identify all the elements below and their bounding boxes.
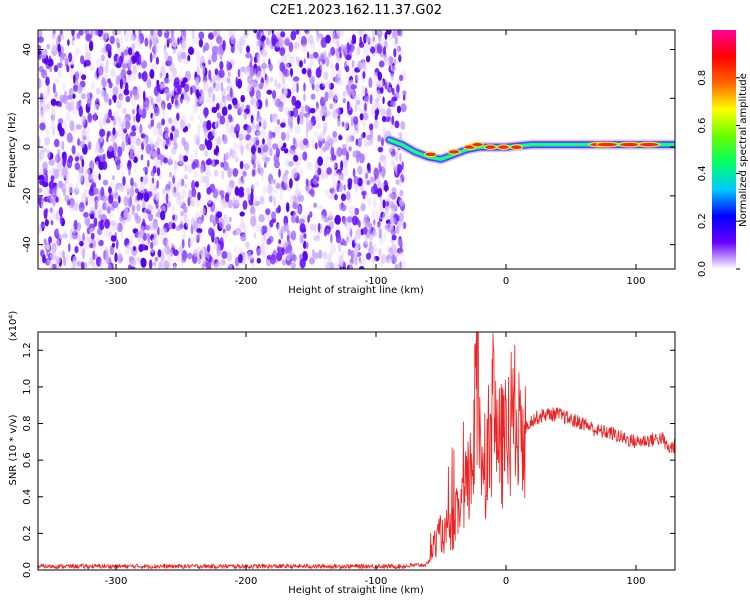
colorbar-label: Normalized spectral amplitude [738,73,749,227]
snr-y-tick-1: 0.2 [22,525,33,541]
spectrogram-x-tick-3: 0 [503,276,509,287]
snr-y-tick-6: 1.2 [22,342,33,358]
snr-x-tick-0: -300 [105,576,128,587]
spectrogram-y-tick-3: 20 [22,92,33,105]
colorbar-ticks: 0.0 0.2 0.4 0.6 0.8 [697,70,740,277]
snr-panel: -300 -200 -100 0 100 0.0 0.2 0.4 0.6 0.8 1.0 1.2 H… [8,311,676,596]
colorbar-tick-1: 0.2 [697,213,708,229]
snr-x-tick-2: -100 [365,576,388,587]
snr-x-tick-1: -200 [235,576,258,587]
spectrogram-x-tick-1: -200 [235,276,258,287]
colorbar-tick-0: 0.0 [697,261,708,277]
colorbar-gradient [712,30,736,269]
snr-y-tick-5: 1.0 [22,379,33,395]
snr-y-tick-0: 0.0 [22,562,33,578]
spectrogram-x-ticks: -300 -200 -100 0 100 [105,30,646,287]
spectrogram-y-tick-2: 0 [22,144,33,150]
snr-y-tick-4: 0.8 [22,416,33,432]
spectrogram-x-label: Height of straight line (km) [288,285,424,296]
snr-scale-note: (x10⁴) [8,311,19,342]
snr-y-label: SNR (10 * v/v) [8,414,19,485]
snr-x-tick-3: 0 [503,576,509,587]
snr-y-ticks: 0.0 0.2 0.4 0.6 0.8 1.0 1.2 [22,342,675,578]
spectrogram-y-tick-4: 40 [22,43,33,56]
colorbar-tick-4: 0.8 [697,70,708,86]
snr-y-tick-3: 0.6 [22,452,33,468]
colorbar: 0.0 0.2 0.4 0.6 0.8 Normalized spectral ampl… [697,30,749,277]
snr-x-ticks: -300 -200 -100 0 100 [105,332,646,587]
spectrogram-heatmap [38,30,675,269]
snr-series-line [38,332,675,570]
spectrogram-x-tick-4: 100 [626,276,645,287]
snr-x-label: Height of straight line (km) [288,585,424,596]
spectrogram-x-tick-2: -100 [365,276,388,287]
snr-x-tick-4: 100 [626,576,645,587]
spectrogram-y-label: Frequency (Hz) [7,112,18,188]
snr-y-tick-2: 0.4 [22,489,33,505]
snr-plot-area [38,332,675,570]
colorbar-tick-2: 0.4 [697,165,708,181]
spectrogram-y-ticks: -40 -20 0 20 40 [22,43,675,253]
spectrogram-y-tick-1: -20 [22,188,33,204]
spectrogram-y-tick-0: -40 [22,236,33,252]
spectrogram-x-tick-0: -300 [105,276,128,287]
colorbar-tick-3: 0.6 [697,118,708,134]
figure-title: C2E1.2023.162.11.37.G02 [270,3,442,18]
